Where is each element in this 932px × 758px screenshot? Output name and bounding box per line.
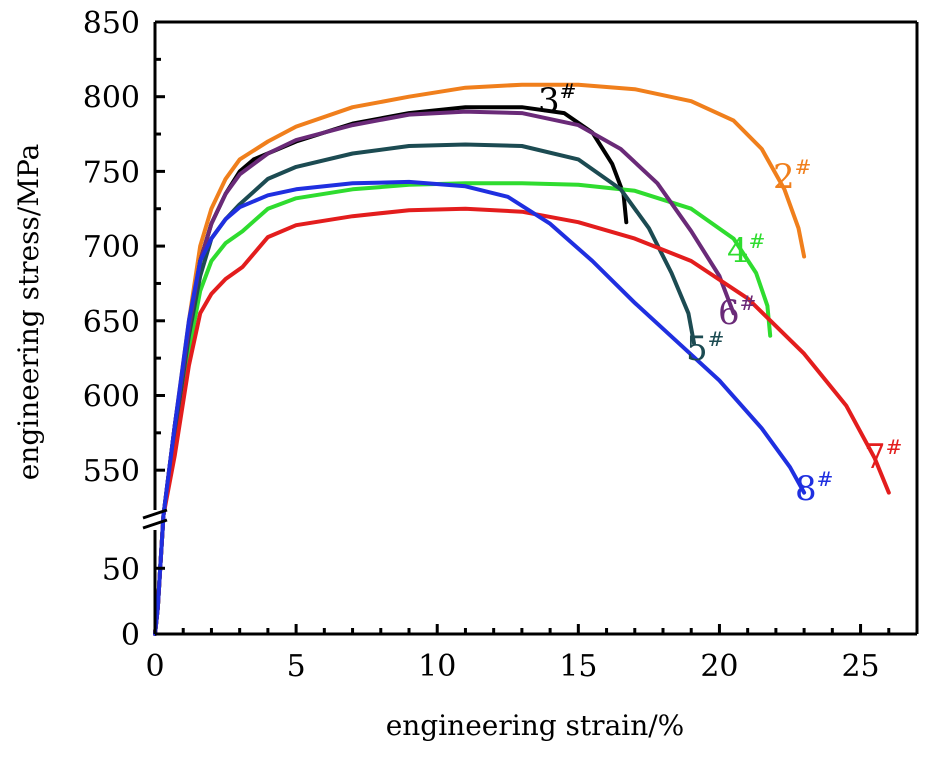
series-label-number: 7	[864, 437, 886, 477]
series-label-superscript: #	[740, 291, 757, 315]
series-label-number: 5	[686, 329, 708, 369]
series-label-3#: 3#	[538, 79, 576, 121]
x-tick-label-5: 5	[287, 649, 306, 684]
axis-break-mark-2	[142, 518, 168, 530]
y-tick-label-750: 750	[83, 155, 140, 190]
series-label-superscript: #	[817, 467, 834, 491]
x-tick-label-15: 15	[559, 649, 597, 684]
plot-frame	[142, 20, 919, 636]
y-tick-label-800: 800	[83, 81, 140, 116]
y-tick-label-550: 550	[83, 454, 140, 489]
axis-ticks	[153, 20, 891, 636]
series-label-8#: 8#	[795, 467, 833, 509]
x-tick-label-25: 25	[841, 649, 879, 684]
series-label-number: 6	[718, 293, 740, 333]
series-line-7#	[153, 206, 891, 636]
x-tick-label-0: 0	[145, 649, 164, 684]
series-label-superscript: #	[708, 327, 725, 351]
y-tick-label-700: 700	[83, 230, 140, 265]
x-axis-title: engineering strain/%	[386, 709, 685, 742]
y-tick-label-850: 850	[83, 6, 140, 41]
series-line-8#	[153, 179, 807, 636]
series-label-4#: 4#	[727, 229, 765, 271]
series-label-2#: 2#	[773, 155, 811, 197]
series-label-number: 8	[795, 469, 817, 509]
series-label-number: 4	[727, 231, 749, 271]
series-label-7#: 7#	[864, 435, 902, 477]
series-label-superscript: #	[795, 155, 812, 179]
y-axis-title: engineering stress/MPa	[12, 144, 45, 481]
series-layer	[153, 82, 891, 636]
series-label-number: 2	[773, 157, 795, 197]
axis-break-mark-1	[142, 508, 168, 520]
y-tick-label-600: 600	[83, 379, 140, 414]
y-tick-label-650: 650	[83, 305, 140, 340]
y-tick-label-50: 50	[102, 552, 140, 587]
series-label-6#: 6#	[718, 291, 756, 333]
series-label-superscript: #	[560, 79, 577, 103]
series-label-5#: 5#	[686, 327, 724, 369]
grid-background	[155, 22, 917, 634]
series-label-superscript: #	[749, 229, 766, 253]
x-tick-label-10: 10	[418, 649, 456, 684]
y-tick-label-0: 0	[121, 618, 140, 653]
series-labels: 2#3#4#5#6#7#8#	[538, 79, 902, 509]
plot-area	[155, 22, 917, 634]
x-tick-label-20: 20	[700, 649, 738, 684]
series-label-superscript: #	[886, 435, 903, 459]
series-label-number: 3	[538, 81, 560, 121]
